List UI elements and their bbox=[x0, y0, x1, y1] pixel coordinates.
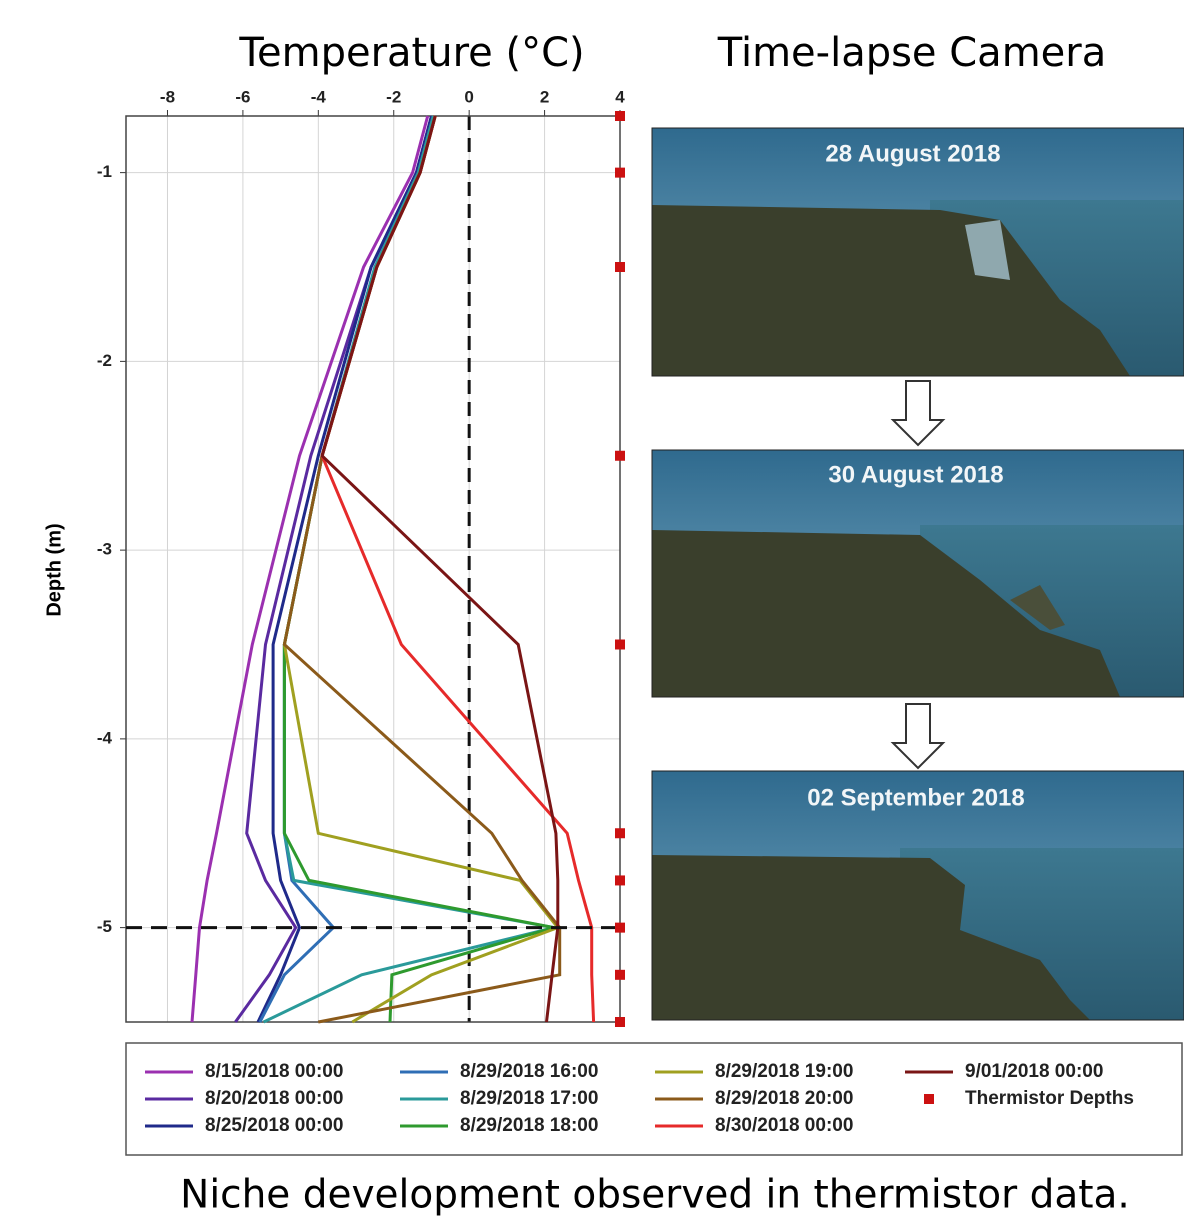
thermistor-marker bbox=[615, 450, 625, 461]
x-tick-label: -2 bbox=[386, 87, 401, 106]
series-line bbox=[256, 115, 433, 1023]
photo-label: 30 August 2018 bbox=[828, 461, 1003, 488]
photo-label: 28 August 2018 bbox=[825, 140, 1000, 167]
camera-title: Time-lapse Camera bbox=[717, 30, 1106, 76]
legend-label: 8/20/2018 00:00 bbox=[205, 1088, 343, 1109]
y-axis-title: Depth (m) bbox=[43, 523, 65, 616]
thermistor-marker bbox=[615, 969, 625, 980]
arrow bbox=[890, 703, 946, 770]
x-tick-label: -8 bbox=[160, 87, 175, 106]
y-tick-label: -5 bbox=[97, 917, 112, 936]
thermistor-marker bbox=[615, 262, 625, 272]
legend-box bbox=[125, 1042, 1183, 1156]
series-line bbox=[320, 115, 560, 1023]
x-tick-label: 0 bbox=[464, 87, 473, 106]
x-tick-label: 4 bbox=[615, 87, 625, 106]
thermistor-marker bbox=[615, 167, 625, 178]
thermistor-marker bbox=[615, 875, 625, 886]
legend-label: 8/29/2018 16:00 bbox=[460, 1061, 598, 1082]
photo-label: 02 September 2018 bbox=[807, 784, 1024, 811]
legend-label: 8/29/2018 18:00 bbox=[460, 1115, 598, 1136]
x-tick-label: -6 bbox=[235, 87, 250, 106]
x-tick-label: -4 bbox=[311, 87, 327, 106]
legend-label: 8/29/2018 17:00 bbox=[460, 1088, 598, 1109]
thermistor-marker bbox=[615, 1017, 625, 1027]
legend-label: Thermistor Depths bbox=[965, 1088, 1134, 1109]
y-tick-label: -2 bbox=[97, 351, 112, 370]
series-line bbox=[190, 115, 430, 1023]
legend-label: 8/25/2018 00:00 bbox=[205, 1115, 343, 1136]
y-tick-label: -1 bbox=[97, 162, 112, 181]
legend-label: 9/01/2018 00:00 bbox=[965, 1061, 1103, 1082]
x-tick-label: 2 bbox=[540, 87, 549, 106]
photo: 28 August 2018 bbox=[651, 127, 1184, 377]
arrow bbox=[890, 380, 946, 447]
plot-frame bbox=[125, 115, 621, 1023]
legend-label: 8/30/2018 00:00 bbox=[715, 1115, 853, 1136]
thermistor-marker bbox=[615, 922, 625, 933]
caption: Niche development observed in thermistor… bbox=[180, 1173, 1130, 1218]
thermistor-marker bbox=[615, 111, 625, 121]
thermistor-marker bbox=[615, 828, 625, 839]
legend-label: 8/29/2018 19:00 bbox=[715, 1061, 853, 1082]
x-axis-title: Temperature (°C) bbox=[238, 30, 584, 76]
photo: 30 August 2018 bbox=[651, 449, 1184, 698]
y-tick-label: -4 bbox=[97, 728, 113, 747]
thermistor-marker bbox=[615, 639, 625, 650]
legend-label: 8/29/2018 20:00 bbox=[715, 1088, 853, 1109]
legend-label: 8/15/2018 00:00 bbox=[205, 1061, 343, 1082]
legend-swatch bbox=[924, 1094, 934, 1104]
y-tick-label: -3 bbox=[97, 540, 112, 559]
photo: 02 September 2018 bbox=[651, 770, 1184, 1021]
